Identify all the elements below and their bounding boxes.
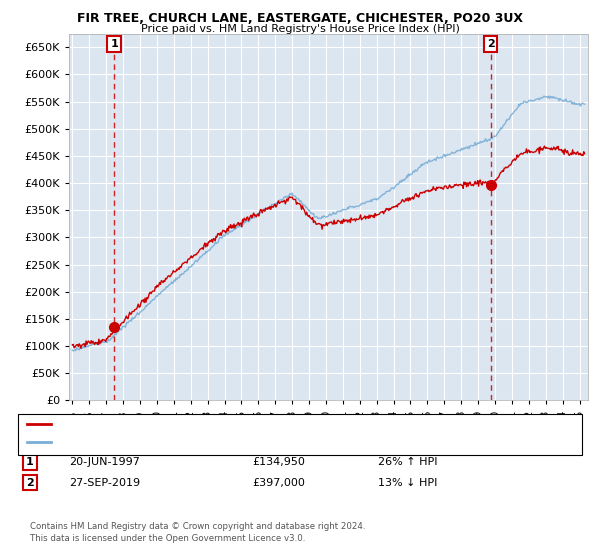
Text: HPI: Average price, detached house, Arun: HPI: Average price, detached house, Arun [55, 437, 273, 447]
Text: FIR TREE, CHURCH LANE, EASTERGATE, CHICHESTER, PO20 3UX (detached house): FIR TREE, CHURCH LANE, EASTERGATE, CHICH… [55, 419, 483, 430]
Text: Contains HM Land Registry data © Crown copyright and database right 2024.
This d: Contains HM Land Registry data © Crown c… [30, 522, 365, 543]
Text: 26% ↑ HPI: 26% ↑ HPI [378, 457, 437, 467]
Text: 1: 1 [110, 39, 118, 49]
Text: 27-SEP-2019: 27-SEP-2019 [69, 478, 140, 488]
Text: £397,000: £397,000 [252, 478, 305, 488]
Text: 2: 2 [487, 39, 494, 49]
Text: 2: 2 [26, 478, 34, 488]
Text: 1: 1 [26, 457, 34, 467]
Text: 13% ↓ HPI: 13% ↓ HPI [378, 478, 437, 488]
Text: £134,950: £134,950 [252, 457, 305, 467]
Text: 20-JUN-1997: 20-JUN-1997 [69, 457, 140, 467]
Text: FIR TREE, CHURCH LANE, EASTERGATE, CHICHESTER, PO20 3UX: FIR TREE, CHURCH LANE, EASTERGATE, CHICH… [77, 12, 523, 25]
Text: Price paid vs. HM Land Registry's House Price Index (HPI): Price paid vs. HM Land Registry's House … [140, 24, 460, 34]
